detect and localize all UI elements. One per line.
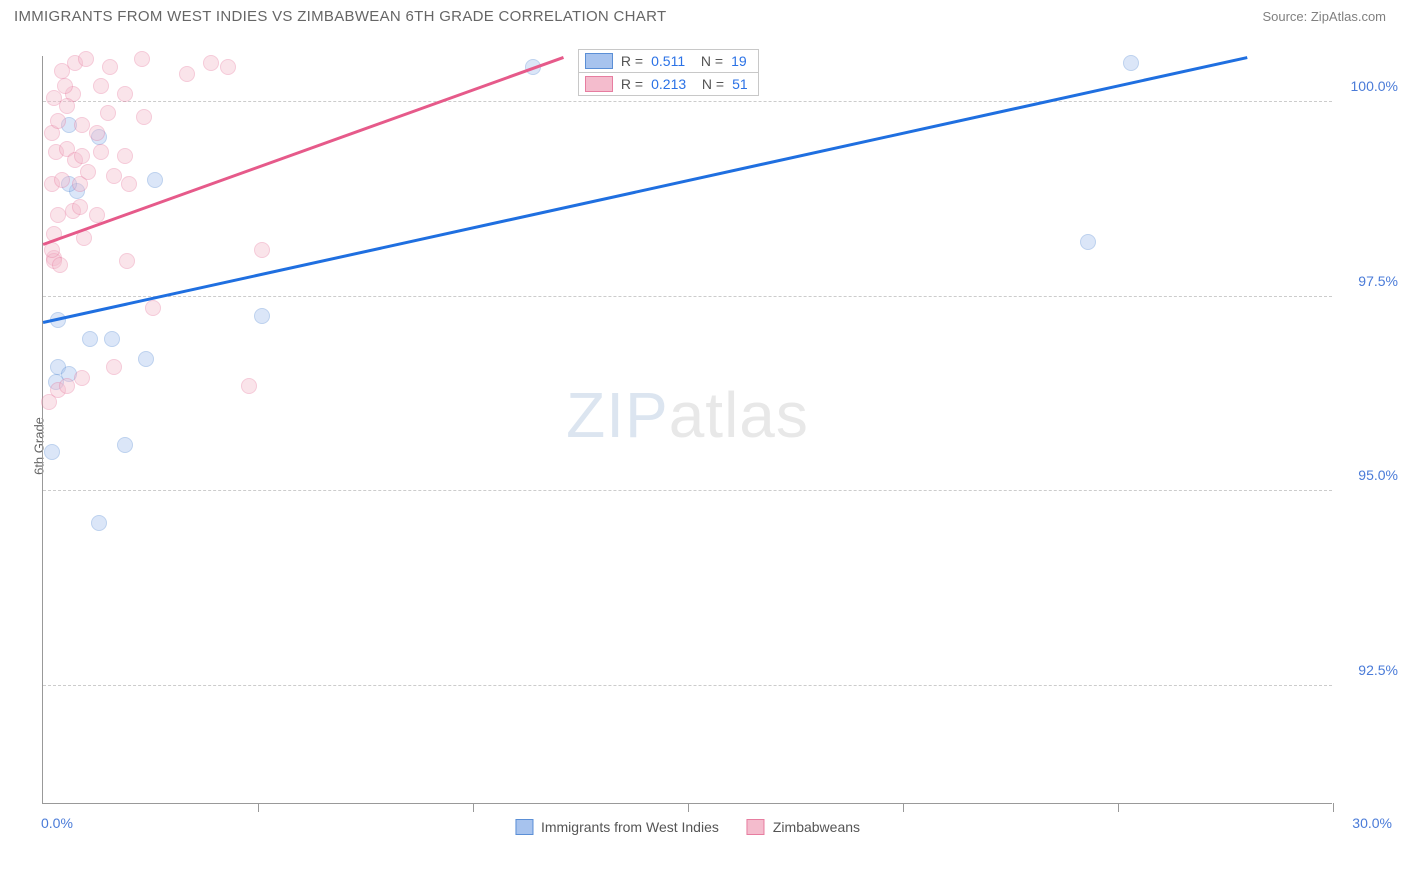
stat-n-label: N = bbox=[693, 53, 723, 69]
data-point bbox=[44, 444, 60, 460]
stat-n-label: N = bbox=[694, 76, 724, 92]
data-point bbox=[93, 144, 109, 160]
data-point bbox=[74, 370, 90, 386]
gridline-h bbox=[43, 490, 1332, 491]
data-point bbox=[117, 148, 133, 164]
x-tick bbox=[473, 803, 474, 812]
data-point bbox=[89, 125, 105, 141]
data-point bbox=[121, 176, 137, 192]
data-point bbox=[203, 55, 219, 71]
data-point bbox=[59, 378, 75, 394]
legend-label: Immigrants from West Indies bbox=[541, 819, 719, 835]
gridline-h bbox=[43, 685, 1332, 686]
data-point bbox=[134, 51, 150, 67]
legend-item: Immigrants from West Indies bbox=[515, 819, 719, 835]
stat-r-label: R = bbox=[621, 76, 643, 92]
watermark: ZIPatlas bbox=[566, 378, 809, 452]
data-point bbox=[220, 59, 236, 75]
legend-swatch bbox=[515, 819, 533, 835]
stats-box: R = 0.511 N = 19R = 0.213 N = 51 bbox=[578, 49, 759, 96]
x-max-label: 30.0% bbox=[1352, 815, 1392, 831]
stat-r-value: 0.511 bbox=[651, 53, 685, 69]
stat-n-value: 51 bbox=[732, 76, 748, 92]
watermark-right: atlas bbox=[669, 379, 809, 451]
data-point bbox=[119, 253, 135, 269]
data-point bbox=[106, 168, 122, 184]
data-point bbox=[145, 300, 161, 316]
source-attribution: Source: ZipAtlas.com bbox=[1262, 9, 1386, 24]
legend-swatch bbox=[747, 819, 765, 835]
series-swatch bbox=[585, 53, 613, 69]
data-point bbox=[138, 351, 154, 367]
data-point bbox=[179, 66, 195, 82]
data-point bbox=[78, 51, 94, 67]
data-point bbox=[117, 86, 133, 102]
data-point bbox=[50, 113, 66, 129]
data-point bbox=[57, 78, 73, 94]
data-point bbox=[74, 117, 90, 133]
x-tick bbox=[258, 803, 259, 812]
data-point bbox=[102, 59, 118, 75]
data-point bbox=[241, 378, 257, 394]
gridline-h bbox=[43, 296, 1332, 297]
data-point bbox=[1080, 234, 1096, 250]
data-point bbox=[59, 98, 75, 114]
x-min-label: 0.0% bbox=[41, 815, 73, 831]
chart-title: IMMIGRANTS FROM WEST INDIES VS ZIMBABWEA… bbox=[14, 8, 666, 25]
y-tick-label: 95.0% bbox=[1358, 467, 1398, 483]
data-point bbox=[72, 199, 88, 215]
x-tick bbox=[1333, 803, 1334, 812]
stats-row: R = 0.511 N = 19 bbox=[579, 50, 758, 73]
gridline-h bbox=[43, 101, 1332, 102]
data-point bbox=[100, 105, 116, 121]
legend: Immigrants from West Indies Zimbabweans bbox=[515, 819, 860, 835]
data-point bbox=[91, 515, 107, 531]
stat-n-value: 19 bbox=[731, 53, 747, 69]
series-swatch bbox=[585, 76, 613, 92]
watermark-left: ZIP bbox=[566, 379, 669, 451]
stat-r-value: 0.213 bbox=[651, 76, 686, 92]
data-point bbox=[104, 331, 120, 347]
stat-r-label: R = bbox=[621, 53, 643, 69]
trend-line bbox=[43, 56, 1248, 323]
data-point bbox=[1123, 55, 1139, 71]
data-point bbox=[93, 78, 109, 94]
y-tick-label: 97.5% bbox=[1358, 273, 1398, 289]
x-tick bbox=[1118, 803, 1119, 812]
data-point bbox=[117, 437, 133, 453]
y-tick-label: 92.5% bbox=[1358, 662, 1398, 678]
data-point bbox=[50, 207, 66, 223]
y-tick-label: 100.0% bbox=[1351, 78, 1398, 94]
x-tick bbox=[903, 803, 904, 812]
chart-header: IMMIGRANTS FROM WEST INDIES VS ZIMBABWEA… bbox=[0, 0, 1406, 31]
legend-item: Zimbabweans bbox=[747, 819, 860, 835]
x-tick bbox=[688, 803, 689, 812]
stats-row: R = 0.213 N = 51 bbox=[579, 73, 758, 95]
legend-label: Zimbabweans bbox=[773, 819, 860, 835]
data-point bbox=[54, 172, 70, 188]
data-point bbox=[147, 172, 163, 188]
data-point bbox=[80, 164, 96, 180]
data-point bbox=[254, 242, 270, 258]
scatter-plot-area: ZIPatlas 92.5%95.0%97.5%100.0%0.0%30.0%R… bbox=[42, 56, 1332, 804]
data-point bbox=[254, 308, 270, 324]
data-point bbox=[136, 109, 152, 125]
data-point bbox=[82, 331, 98, 347]
data-point bbox=[52, 257, 68, 273]
data-point bbox=[74, 148, 90, 164]
data-point bbox=[106, 359, 122, 375]
